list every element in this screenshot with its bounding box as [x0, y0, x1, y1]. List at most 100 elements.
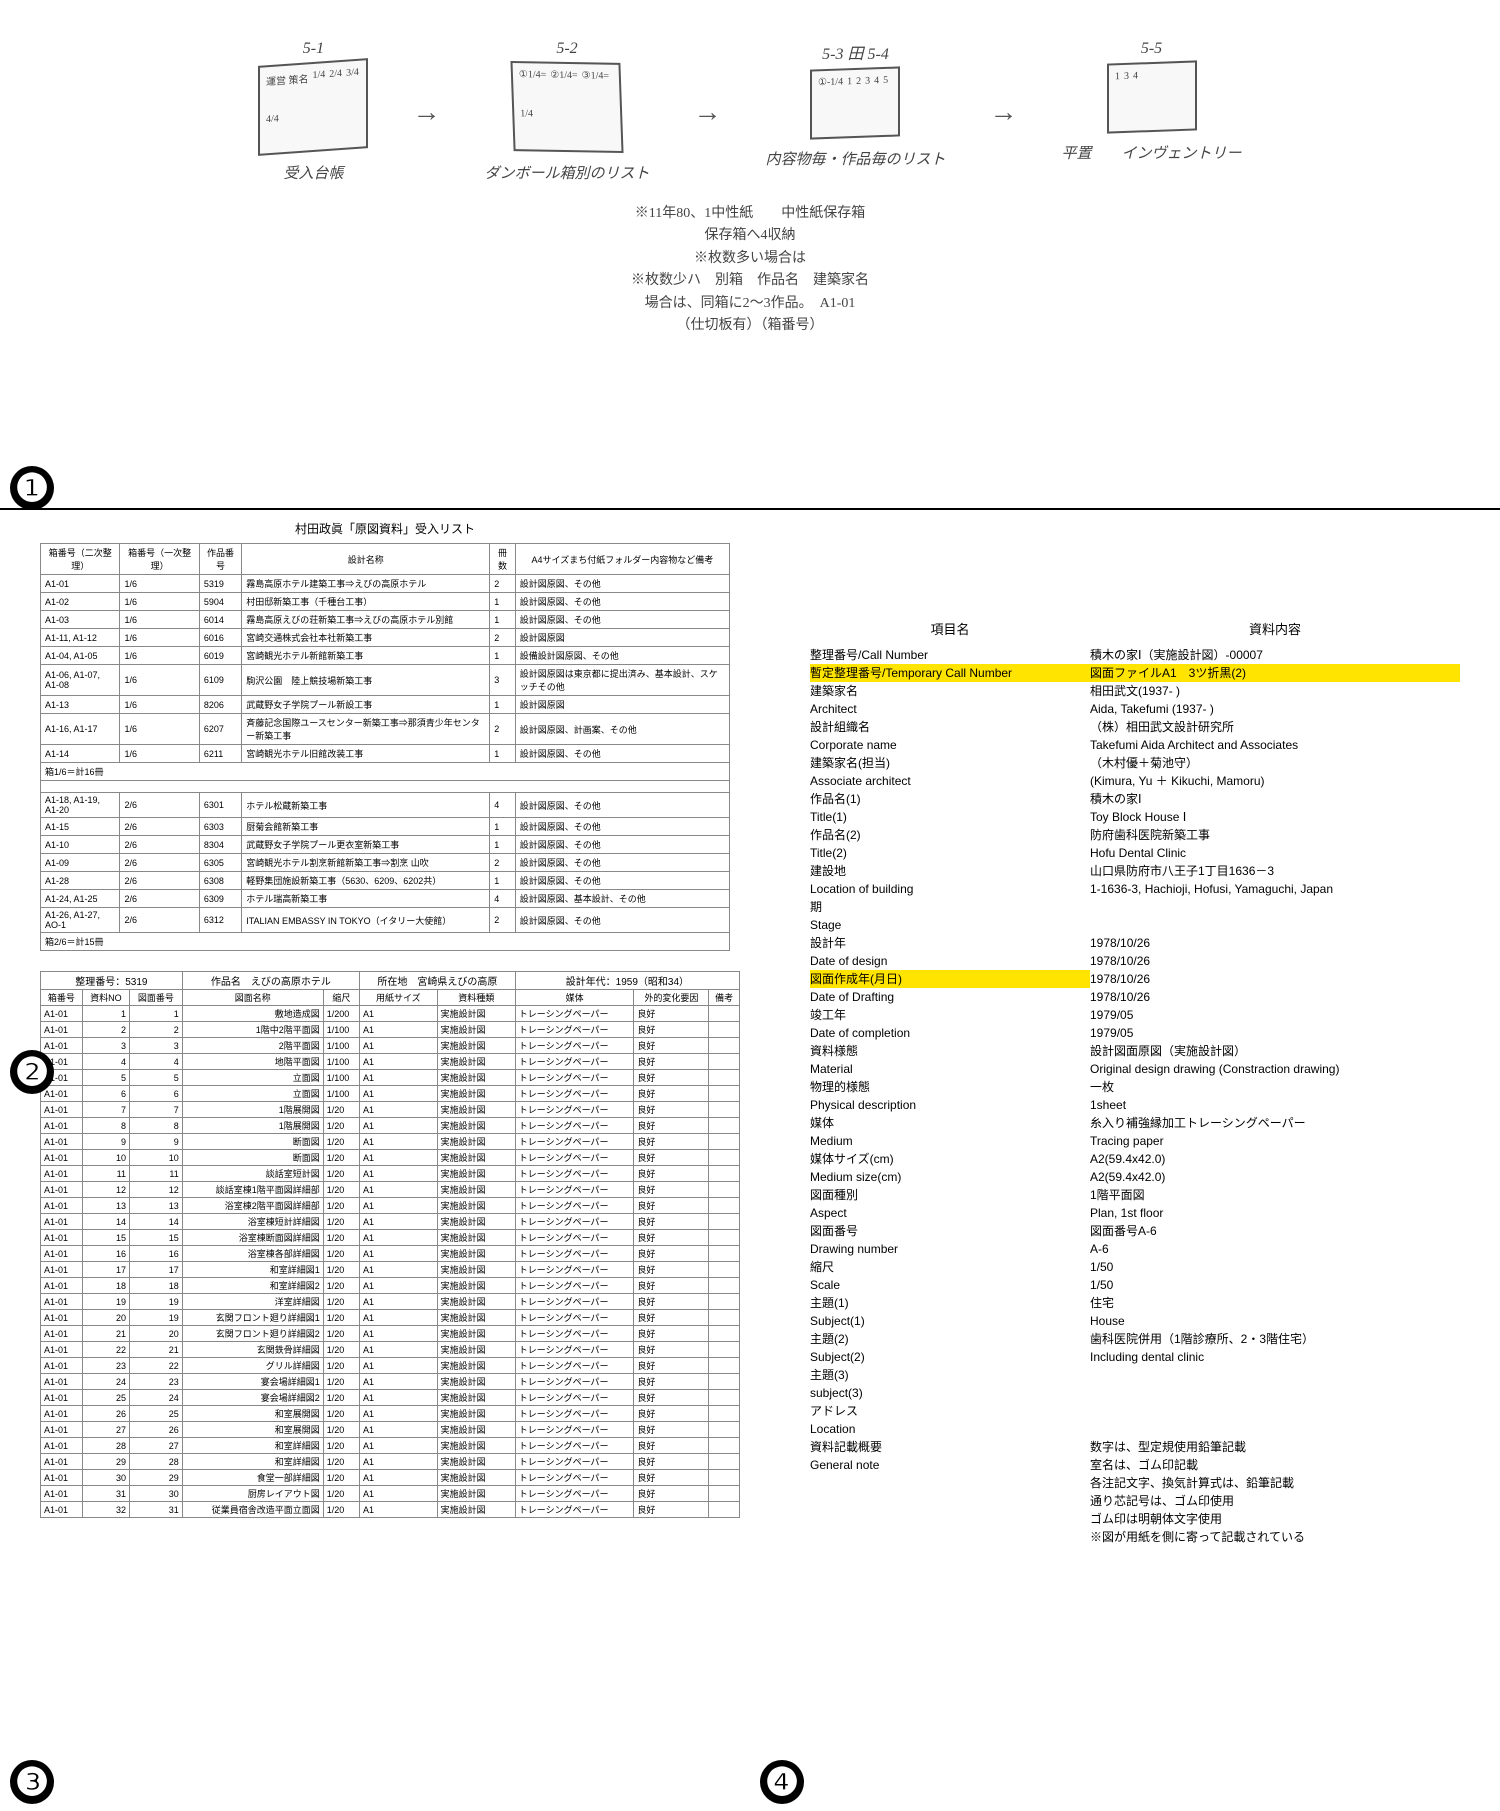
meta-row: Stage [810, 916, 1460, 934]
arrow-icon: → [990, 96, 1018, 128]
meta-value: Hofu Dental Clinic [1090, 844, 1460, 862]
meta-value [1090, 1384, 1460, 1402]
sketch-caption: 受入台帳 [283, 162, 343, 183]
table-header: 媒体 [515, 990, 634, 1006]
meta-row: subject(3) [810, 1384, 1460, 1402]
arrow-icon: → [412, 96, 440, 128]
meta-label: 図面番号 [810, 1222, 1090, 1240]
meta-row: アドレス [810, 1402, 1460, 1420]
meta-value: 1979/05 [1090, 1006, 1460, 1024]
meta-row: 媒体サイズ(cm)A2(59.4x42.0) [810, 1150, 1460, 1168]
table-header: 設計名称 [242, 544, 490, 575]
meta-label: Physical description [810, 1096, 1090, 1114]
meta-row: Drawing numberA-6 [810, 1240, 1460, 1258]
detail-table: 整理番号：5319 作品名 えびの高原ホテル 所在地 宮崎県えびの高原 設計年代… [40, 971, 740, 1518]
meta-row: 期 [810, 898, 1460, 916]
meta-row: Title(1)Toy Block House Ⅰ [810, 808, 1460, 826]
table-row: A1-16, A1-171/66207斉藤記念国際ユースセンター新築工事⇒那須青… [41, 714, 730, 745]
table-row: A1-011414浴室棟短計詳細図1/20A1実施設計図トレーシングペーパー良好 [41, 1214, 740, 1230]
meta-value [1090, 1420, 1460, 1438]
meta-label: アドレス [810, 1402, 1090, 1420]
meta-row: 媒体糸入り補強縁加工トレーシングペーパー [810, 1114, 1460, 1132]
meta-row: Subject(1)House [810, 1312, 1460, 1330]
table-row: A1-012322グリル詳細図1/20A1実施設計図トレーシングペーパー良好 [41, 1358, 740, 1374]
table-row: A1-013029食堂一部詳細図1/20A1実施設計図トレーシングペーパー良好 [41, 1470, 740, 1486]
meta-label: 建設地 [810, 862, 1090, 880]
meta-row: 図面作成年(月日)1978/10/26 [810, 970, 1460, 988]
meta-label: subject(3) [810, 1384, 1090, 1402]
table-header: 図面名称 [182, 990, 323, 1006]
table-row: A1-24, A1-252/66309ホテル瑞高新築工事4設計図原図、基本設計、… [41, 890, 730, 908]
meta-label [810, 1492, 1090, 1510]
meta-label: 縮尺 [810, 1258, 1090, 1276]
table-row: A1-011313浴室棟2階平面図詳細部1/20A1実施設計図トレーシングペーパ… [41, 1198, 740, 1214]
meta-value: Aida, Takefumi (1937- ) [1090, 700, 1460, 718]
sketch-caption: ダンボール箱別のリスト [484, 162, 649, 183]
meta-row: Date of Drafting1978/10/26 [810, 988, 1460, 1006]
meta-row: 資料様態設計図面原図（実施設計図） [810, 1042, 1460, 1060]
meta-row: 通り芯記号は、ゴム印使用 [810, 1492, 1460, 1510]
meta-value [1090, 1402, 1460, 1420]
meta-row: 図面種別1階平面図 [810, 1186, 1460, 1204]
table-row: A1-011212談話室棟1階平面図詳細部1/20A1実施設計図トレーシングペー… [41, 1182, 740, 1198]
table-row: A1-0144地階平面図1/100A1実施設計図トレーシングペーパー良好 [41, 1054, 740, 1070]
meta-row: Associate architect(Kimura, Yu ＋ Kikuchi… [810, 772, 1460, 790]
meta-value: Toy Block House Ⅰ [1090, 808, 1460, 826]
sketch-caption: 内容物毎・作品毎のリスト [765, 148, 945, 169]
meta-value: 図面ファイルA1 3ツ折黒(2) [1090, 664, 1460, 682]
meta-row: 主題(1)住宅 [810, 1294, 1460, 1312]
sketch-label: 5-5 [1141, 40, 1162, 58]
meta-label: 竣工年 [810, 1006, 1090, 1024]
meta-row: Medium size(cm)A2(59.4x42.0) [810, 1168, 1460, 1186]
meta-value: A2(59.4x42.0) [1090, 1168, 1460, 1186]
meta-row: 暫定整理番号/Temporary Call Number図面ファイルA1 3ツ折… [810, 664, 1460, 682]
meta-value: 室名は、ゴム印記載 [1090, 1456, 1460, 1474]
meta-value: (Kimura, Yu ＋ Kikuchi, Mamoru) [1090, 772, 1460, 790]
meta-row: 縮尺1/50 [810, 1258, 1460, 1276]
table-row: A1-011717和室詳細図11/20A1実施設計図トレーシングペーパー良好 [41, 1262, 740, 1278]
sketch-note: ※枚数多い場合は [100, 248, 1400, 270]
table-header: 備考 [709, 990, 740, 1006]
meta-label: 整理番号/Call Number [810, 646, 1090, 664]
table-row: A1-012625和室展開図1/20A1実施設計図トレーシングペーパー良好 [41, 1406, 740, 1422]
table-row: A1-012221玄関鉄骨詳細図1/20A1実施設計図トレーシングペーパー良好 [41, 1342, 740, 1358]
table-row: A1-01332階平面図1/100A1実施設計図トレーシングペーパー良好 [41, 1038, 740, 1054]
meta-row: 図面番号図面番号A-6 [810, 1222, 1460, 1240]
meta-row: 建築家名(担当)（木村優＋菊池守） [810, 754, 1460, 772]
table-header: 箱番号（一次整理） [120, 544, 199, 575]
table-header: 縮尺 [323, 990, 359, 1006]
table-header: 冊数 [490, 544, 516, 575]
table-row: A1-012120玄関フロント廻り詳細図21/20A1実施設計図トレーシングペー… [41, 1326, 740, 1342]
meta-value: Including dental clinic [1090, 1348, 1460, 1366]
detail-work: 作品名 えびの高原ホテル [182, 972, 359, 990]
table-row: A1-0111敷地造成図1/200A1実施設計図トレーシングペーパー良好 [41, 1006, 740, 1022]
meta-row: 作品名(1)積木の家Ⅰ [810, 790, 1460, 808]
meta-label: Medium size(cm) [810, 1168, 1090, 1186]
meta-value: A2(59.4x42.0) [1090, 1150, 1460, 1168]
table-row: A1-01771階展開図1/20A1実施設計図トレーシングペーパー良好 [41, 1102, 740, 1118]
meta-label: 図面種別 [810, 1186, 1090, 1204]
table-row: A1-013130厨房レイアウト図1/20A1実施設計図トレーシングペーパー良好 [41, 1486, 740, 1502]
meta-row: 各注記文字、換気計算式は、鉛筆記載 [810, 1474, 1460, 1492]
meta-row: Subject(2)Including dental clinic [810, 1348, 1460, 1366]
meta-row: Physical description1sheet [810, 1096, 1460, 1114]
sketch-step: 5-2①1/4=②1/4=③1/4=1/4ダンボール箱別のリスト [484, 40, 649, 183]
table-row: A1-04, A1-051/66019宮崎観光ホテル新館新築工事1設備設計図原図… [41, 647, 730, 665]
meta-label: Associate architect [810, 772, 1090, 790]
meta-label: General note [810, 1456, 1090, 1474]
badge-2: ❷ [10, 1050, 54, 1094]
meta-value [1090, 1366, 1460, 1384]
meta-row: ゴム印は明朝体文字使用 [810, 1510, 1460, 1528]
meta-row: MaterialOriginal design drawing (Constra… [810, 1060, 1460, 1078]
table-header: 資料NO [82, 990, 129, 1006]
meta-label: 媒体 [810, 1114, 1090, 1132]
meta-value: 通り芯記号は、ゴム印使用 [1090, 1492, 1460, 1510]
meta-value: 1978/10/26 [1090, 952, 1460, 970]
sketch-note: ※枚数少ハ 別箱 作品名 建築家名 [100, 270, 1400, 292]
meta-row: 設計組織名（株）相田武文設計研究所 [810, 718, 1460, 736]
meta-row: Location [810, 1420, 1460, 1438]
table-row: A1-012019玄関フロント廻り詳細図11/20A1実施設計図トレーシングペー… [41, 1310, 740, 1326]
meta-header: 項目名 資料内容 [810, 620, 1460, 640]
meta-row: General note室名は、ゴム印記載 [810, 1456, 1460, 1474]
meta-row: AspectPlan, 1st floor [810, 1204, 1460, 1222]
